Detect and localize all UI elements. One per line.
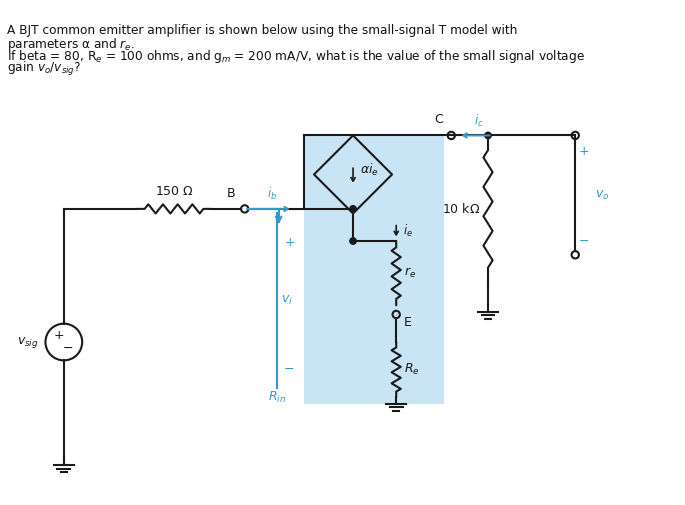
Text: $v_i$: $v_i$ [281,294,292,307]
Text: parameters α and $r_e$.: parameters α and $r_e$. [7,36,135,53]
Text: B: B [227,187,236,199]
Text: $r_e$: $r_e$ [403,266,416,280]
Text: +: + [54,329,64,342]
Text: A BJT common emitter amplifier is shown below using the small-signal T model wit: A BJT common emitter amplifier is shown … [7,24,517,37]
Text: +: + [579,145,590,159]
Text: +: + [284,236,295,249]
Bar [304,135,444,403]
Text: $\alpha i_e$: $\alpha i_e$ [360,162,379,178]
Text: 150 $\Omega$: 150 $\Omega$ [155,185,193,198]
Text: $i_e$: $i_e$ [403,223,412,239]
Text: If beta = 80, R$_e$ = 100 ohms, and g$_m$ = 200 mA/V, what is the value of the s: If beta = 80, R$_e$ = 100 ohms, and g$_m… [7,48,585,65]
Text: $v_o$: $v_o$ [595,188,610,201]
Text: $i_c$: $i_c$ [474,113,484,129]
Text: C: C [434,113,443,126]
Text: −: − [62,342,73,355]
Circle shape [350,238,356,244]
Circle shape [350,206,356,212]
Text: −: − [580,234,590,247]
Circle shape [485,132,491,139]
Text: $v_{sig}$: $v_{sig}$ [16,334,38,349]
Text: $R_e$: $R_e$ [403,362,419,377]
Text: 10 k$\Omega$: 10 k$\Omega$ [443,202,481,216]
Text: gain $v_o$/$v_{sig}$?: gain $v_o$/$v_{sig}$? [7,60,81,78]
Text: −: − [284,363,295,376]
Text: $R_{in}$: $R_{in}$ [268,390,286,405]
Text: E: E [403,316,412,329]
Text: $i_b$: $i_b$ [267,186,277,203]
